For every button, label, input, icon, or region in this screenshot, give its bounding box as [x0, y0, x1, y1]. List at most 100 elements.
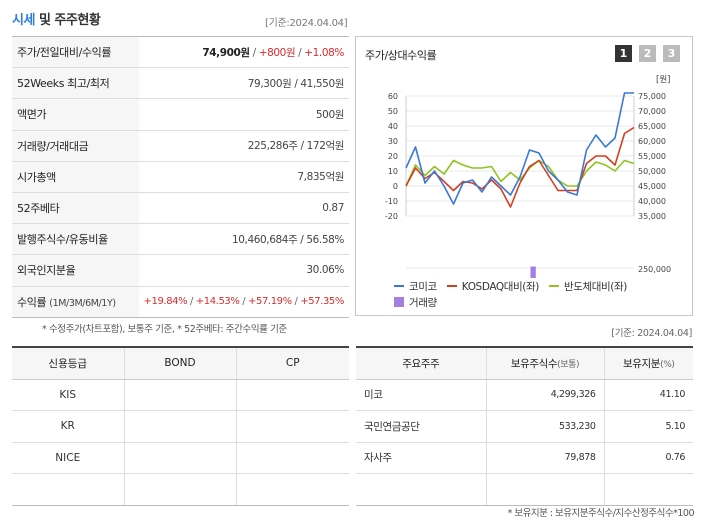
legend-item-semi: 반도체대비(좌) — [548, 279, 627, 294]
holder-shares: 4,299,326 — [485, 379, 604, 411]
left-tick-label: 20 — [388, 152, 398, 161]
table-cell — [12, 473, 124, 506]
info-value: 500원 — [138, 98, 349, 131]
table-cell: KIS — [12, 379, 124, 411]
info-value: 0.87 — [138, 191, 349, 224]
holder-name: 자사주 — [356, 442, 486, 474]
right-tick-label: 75,000 — [638, 92, 666, 101]
right-tick-label: 40,000 — [638, 197, 666, 206]
info-row-shares: 발행주식수/유동비율 10,460,684주 / 56.58% — [12, 223, 349, 255]
info-label: 거래량/거래대금 — [12, 129, 139, 162]
chart-tab-2[interactable]: 2 — [639, 45, 656, 62]
table-cell — [235, 442, 349, 474]
table-row: KIS — [12, 379, 349, 411]
holder-pct: 5.10 — [603, 410, 693, 443]
info-value: 74,900원 / +800원 / +1.08% — [138, 35, 349, 68]
price-chart: [원] 60 75,000 50 70,000 40 65,000 30 60,000 20 55,… — [385, 75, 671, 278]
table-cell — [123, 379, 236, 411]
left-tick-label: 10 — [388, 167, 398, 176]
info-value: 225,286주 / 172억원 — [138, 129, 349, 162]
volume-bar — [530, 266, 536, 278]
right-axis-unit: [원] — [656, 75, 670, 85]
right-tick-label: 60,000 — [638, 137, 666, 146]
chart-tabs: 1 2 3 — [615, 45, 680, 62]
info-row-beta: 52주베타 0.87 — [12, 191, 349, 224]
title-highlight: 시세 — [12, 13, 35, 28]
info-row-foreign: 외국인지분율 30.06% — [12, 254, 349, 286]
legend-item-volume: 거래량 — [394, 295, 437, 310]
info-value: 79,300원 / 41,550원 — [138, 67, 349, 99]
table-cell: NICE — [12, 442, 124, 474]
holder-name: 국민연금공단 — [356, 410, 486, 443]
price-info-table: 주가/전일대비/수익률 74,900원 / +800원 / +1.08% 52W… — [12, 35, 349, 318]
table-row: 미코 4,299,326 41.10 — [356, 379, 693, 411]
table-cell: KR — [12, 410, 124, 443]
right-tick-label: 65,000 — [638, 122, 666, 131]
table-cell — [235, 410, 349, 443]
info-label: 52주베타 — [12, 191, 139, 224]
holder-pct — [603, 473, 693, 506]
info-row-mktcap: 시가총액 7,835억원 — [12, 160, 349, 193]
table-row: KR — [12, 410, 349, 443]
info-value: 7,835억원 — [138, 160, 349, 193]
footnote-holders: * 보유지분 : 보유지분주식수/지수산정주식수*100 — [507, 508, 695, 519]
left-tick-label: -20 — [385, 212, 398, 221]
info-label: 외국인지분율 — [12, 254, 139, 286]
info-row-returns: 수익률 (1M/3M/6M/1Y) +19.84% / +14.53% / +5… — [12, 285, 349, 318]
holder-pct: 0.76 — [603, 442, 693, 474]
right-tick-label: 50,000 — [638, 167, 666, 176]
right-tick-label: 70,000 — [638, 107, 666, 116]
info-value: 10,460,684주 / 56.58% — [138, 223, 349, 255]
credit-header: CP — [235, 346, 349, 380]
chart-tab-1[interactable]: 1 — [615, 45, 632, 62]
info-value: +19.84% / +14.53% / +57.19% / +57.35% — [138, 285, 349, 318]
table-row: 국민연금공단 533,230 5.10 — [356, 410, 693, 443]
holder-shares — [485, 473, 604, 506]
right-tick-label: 45,000 — [638, 182, 666, 191]
legend-swatch — [446, 285, 457, 287]
reference-date: [기준:2024.04.04] — [265, 18, 348, 29]
info-label: 발행주식수/유동비율 — [12, 223, 139, 255]
volume-tick-label: 250,000 — [638, 265, 671, 274]
left-tick-label: -10 — [385, 197, 398, 206]
holder-pct: 41.10 — [603, 379, 693, 411]
table-row — [356, 473, 693, 506]
title-rest: 및 주주현황 — [34, 13, 101, 28]
table-cell — [235, 473, 349, 506]
legend-swatch — [394, 285, 404, 287]
info-row-52weeks: 52Weeks 최고/최저 79,300원 / 41,550원 — [12, 67, 349, 99]
info-label: 52Weeks 최고/최저 — [12, 67, 139, 99]
info-label: 수익률 (1M/3M/6M/1Y) — [12, 285, 139, 318]
table-cell — [123, 442, 236, 474]
credit-header: BOND — [123, 346, 236, 380]
left-tick-label: 0 — [393, 182, 398, 191]
right-tick-label: 35,000 — [638, 212, 666, 221]
holder-name — [356, 473, 486, 506]
left-tick-label: 50 — [388, 107, 398, 116]
left-tick-label: 40 — [388, 122, 398, 131]
table-cell — [123, 410, 236, 443]
current-price: 74,900원 — [202, 46, 250, 59]
chart-title: 주가/상대수익률 — [365, 49, 437, 62]
kosdaq-relative-line — [405, 126, 635, 208]
return-3m: +14.53% — [195, 296, 240, 308]
chart-tab-3[interactable]: 3 — [663, 45, 680, 62]
table-row — [12, 473, 349, 506]
right-tick-label: 55,000 — [638, 152, 666, 161]
section-title: 시세 및 주주현황 — [12, 9, 101, 28]
semi-relative-line — [405, 159, 635, 187]
reference-date-2: [기준: 2024.04.04] — [611, 328, 692, 339]
left-tick-label: 60 — [388, 92, 398, 101]
return-1m: +19.84% — [143, 296, 188, 308]
info-label: 주가/전일대비/수익률 — [12, 35, 139, 68]
chart-panel: 주가/상대수익률 1 2 3 [원] 60 75,000 50 70,000 40 65,0… — [355, 36, 693, 316]
holders-header: 보유주식수(보통) — [485, 346, 604, 380]
return-1y: +57.35% — [300, 296, 344, 308]
legend-swatch — [548, 285, 559, 287]
table-row: 자사주 79,878 0.76 — [356, 442, 693, 474]
holder-shares: 79,878 — [485, 442, 604, 474]
holder-name: 미코 — [356, 379, 486, 411]
holders-header: 주요주주 — [356, 346, 486, 380]
table-row: NICE — [12, 442, 349, 474]
info-label: 시가총액 — [12, 160, 139, 193]
